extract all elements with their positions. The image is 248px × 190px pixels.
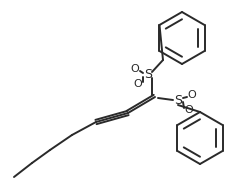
Text: S: S — [174, 93, 182, 107]
Text: O: O — [188, 90, 196, 100]
Text: O: O — [185, 105, 193, 115]
Text: O: O — [134, 79, 142, 89]
Text: S: S — [144, 69, 152, 82]
Text: O: O — [131, 64, 139, 74]
